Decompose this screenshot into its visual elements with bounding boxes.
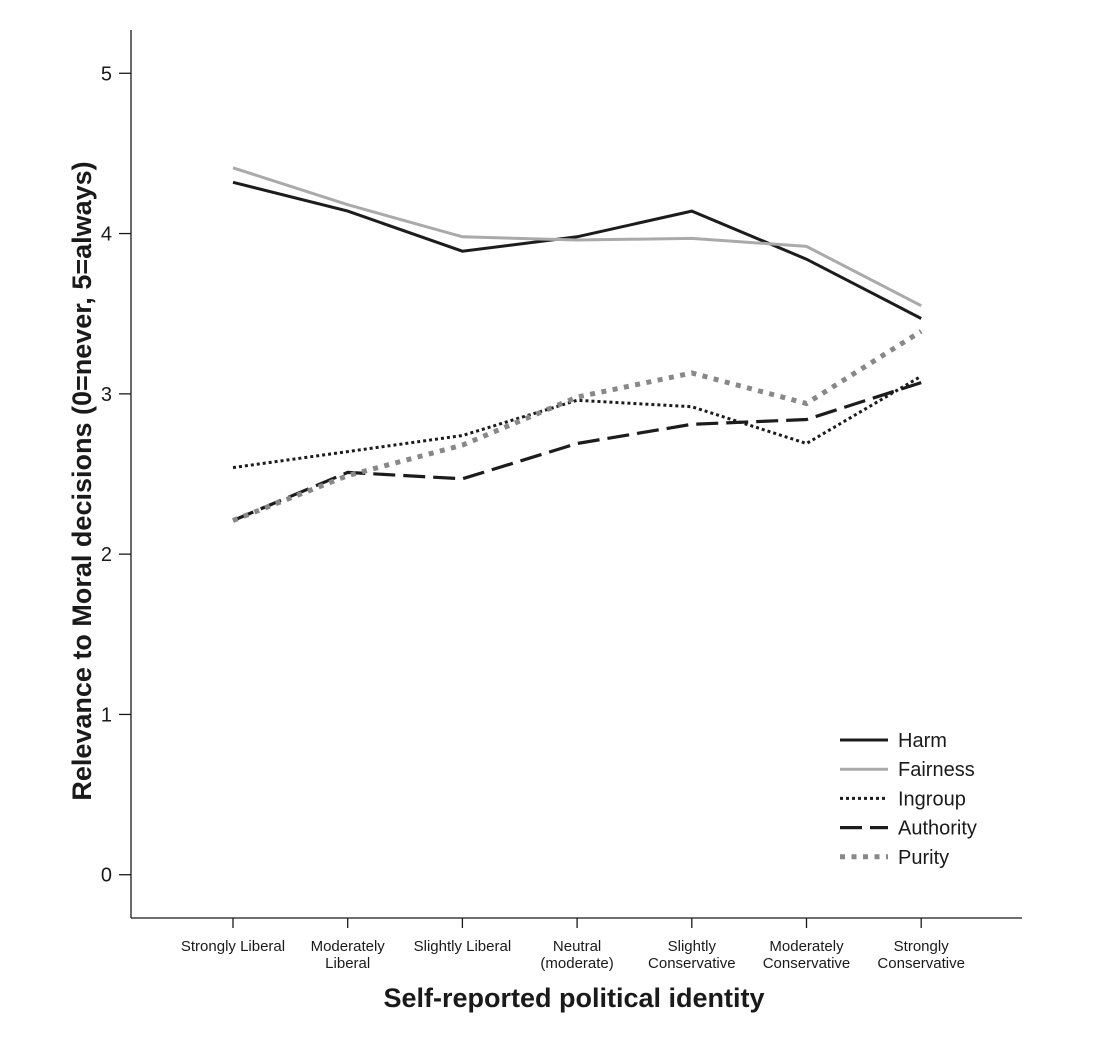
y-tick-label: 1 bbox=[101, 704, 112, 726]
y-tick-label: 2 bbox=[101, 544, 112, 566]
x-tick-label: Strongly Liberal bbox=[181, 938, 285, 955]
y-tick-label: 3 bbox=[101, 384, 112, 406]
legend-label-fairness: Fairness bbox=[898, 759, 975, 781]
y-axis-title: Relevance to Moral decisions (0=never, 5… bbox=[67, 161, 97, 800]
x-tick-label: Slightly Liberal bbox=[414, 938, 512, 955]
y-tick-label: 0 bbox=[101, 865, 112, 887]
x-tick-label: Neutral (moderate) bbox=[540, 938, 613, 972]
series-line-purity bbox=[232, 329, 923, 523]
series-line-ingroup bbox=[232, 374, 922, 470]
x-tick-label-line: Slightly bbox=[668, 938, 717, 955]
x-tick-label: Slightly Conservative bbox=[648, 938, 736, 972]
series-line-authority bbox=[232, 381, 922, 522]
x-tick-label-line: Slightly Liberal bbox=[414, 938, 512, 955]
x-tick-label-line: Strongly bbox=[894, 938, 950, 955]
x-tick-label-line: Neutral bbox=[553, 938, 601, 955]
x-tick-label-line: Moderately bbox=[769, 938, 844, 955]
legend-label-harm: Harm bbox=[898, 730, 947, 752]
x-tick-label: Strongly Conservative bbox=[877, 938, 965, 972]
legend-label-ingroup: Ingroup bbox=[898, 788, 966, 810]
legend-label-purity: Purity bbox=[898, 847, 949, 869]
series-line-fairness bbox=[232, 166, 922, 308]
x-tick-label-line: Conservative bbox=[877, 955, 965, 972]
x-tick-label-line: (moderate) bbox=[540, 955, 613, 972]
x-tick-label: Moderately Conservative bbox=[763, 938, 851, 972]
x-tick-label-line: Conservative bbox=[763, 955, 851, 972]
series-line-harm bbox=[232, 180, 922, 320]
legend: Harm Fairness Ingroup Authority Purity bbox=[840, 730, 977, 869]
x-tick-label-line: Moderately bbox=[311, 938, 386, 955]
x-tick-label-line: Strongly Liberal bbox=[181, 938, 285, 955]
x-axis-title: Self-reported political identity bbox=[383, 983, 764, 1013]
legend-label-authority: Authority bbox=[898, 818, 977, 840]
x-tick-label-line: Conservative bbox=[648, 955, 736, 972]
x-tick-label: Moderately Liberal bbox=[311, 938, 386, 972]
y-tick-label: 4 bbox=[101, 224, 112, 246]
x-tick-label-line: Liberal bbox=[325, 955, 370, 972]
y-tick-label: 5 bbox=[101, 63, 112, 85]
